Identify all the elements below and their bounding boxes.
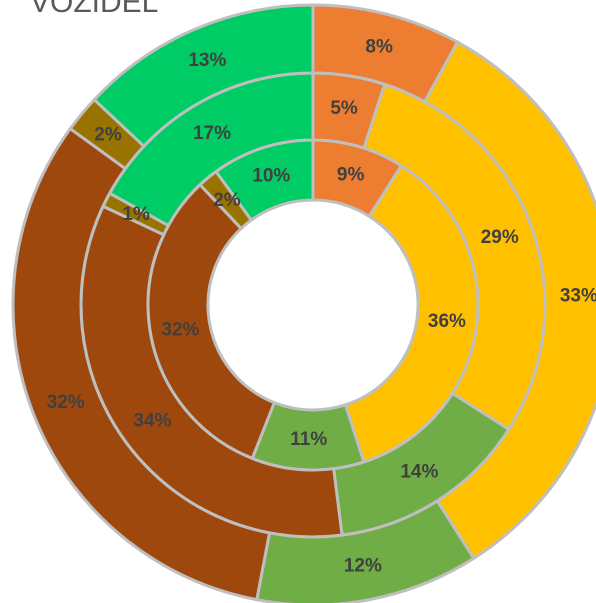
data-label: 34% (133, 411, 171, 432)
donut-segment (11, 126, 272, 602)
data-label: 17% (193, 123, 231, 144)
data-label: 29% (481, 227, 519, 248)
chart-title: VOZIDEL (30, 0, 158, 19)
data-label: 32% (47, 392, 85, 413)
data-label: 36% (428, 311, 466, 332)
data-label: 32% (161, 319, 199, 340)
data-label: 2% (94, 124, 122, 145)
data-label: 33% (560, 286, 596, 307)
data-label: 11% (290, 429, 327, 450)
data-label: 5% (330, 98, 358, 119)
data-label: 8% (365, 36, 393, 57)
data-label: 14% (400, 462, 438, 483)
donut-segment (92, 3, 315, 149)
donut-segment (422, 40, 596, 561)
data-label: 12% (344, 555, 382, 576)
data-label: 10% (252, 166, 290, 187)
data-label: 2% (213, 190, 241, 211)
data-label: 13% (188, 50, 226, 71)
data-label: 1% (122, 204, 150, 225)
data-label: 9% (337, 164, 365, 185)
